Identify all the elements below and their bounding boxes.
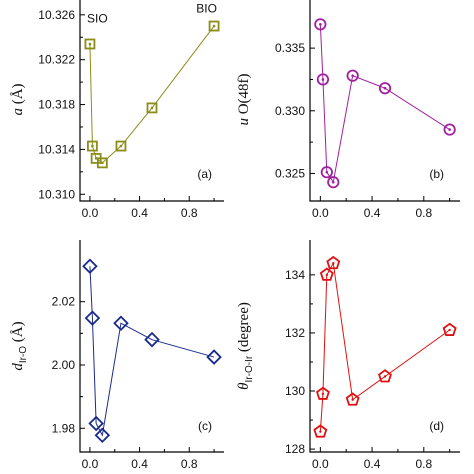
annotation-bio: BIO [196, 2, 217, 16]
data-point [345, 392, 360, 406]
data-point [96, 157, 108, 169]
y-tick-label: 2.02 [52, 295, 76, 309]
data-point [84, 310, 101, 326]
x-tick-label: 0.4 [131, 457, 148, 471]
data-point [346, 69, 359, 82]
y-tick-label: 10.314 [38, 142, 75, 156]
data-point [319, 267, 334, 281]
y-tick-label: 132 [285, 326, 305, 340]
y-axis-title-unit: (degree) [236, 302, 252, 356]
data-point [378, 82, 392, 95]
x-tick-label: 0.8 [181, 206, 198, 220]
x-tick-label: 0.0 [82, 206, 99, 220]
y-tick-label: 1.98 [52, 421, 76, 435]
series-line [319, 261, 450, 432]
axes [309, 240, 460, 453]
y-tick-label: 128 [285, 442, 305, 456]
data-point [316, 73, 330, 86]
series-line [319, 24, 450, 184]
x-tick-label: 0.0 [312, 457, 329, 471]
data-point [326, 255, 341, 270]
y-axis-title: a (Å) [10, 83, 26, 115]
x-tick-label: 0.4 [364, 457, 381, 471]
data-point [442, 322, 457, 336]
axes [79, 240, 224, 453]
y-tick-label: 10.326 [38, 8, 75, 22]
x-tick-label: 0.8 [415, 206, 432, 220]
panel-label: (a) [197, 167, 212, 181]
panel-c: 0.0 0.4 0.8 1.98 2.00 2.02 (c) dIr-O (Å) [10, 240, 224, 471]
x-tick-label: 0.8 [181, 457, 198, 471]
data-point [327, 176, 340, 189]
y-axis-title-unit: (Å) [10, 83, 26, 108]
data-point [320, 166, 333, 179]
panel-b: 0.0 0.4 0.8 0.325 0.330 0.335 (b) u O(48f) [236, 0, 460, 220]
x-tick-label: 0.4 [131, 206, 148, 220]
data-point [115, 140, 127, 152]
y-axis-title-subscript: Ir-O [18, 346, 29, 363]
y-tick-label: 134 [285, 268, 305, 282]
y-tick-label: 10.310 [38, 187, 75, 201]
panel-label: (c) [198, 419, 212, 433]
x-tick-label: 0.0 [82, 457, 99, 471]
data-point [313, 424, 328, 438]
y-axis-title-unit: O(48f) [236, 73, 252, 118]
y-axis-title-symbol: θ [236, 382, 252, 390]
panel-d: 0.0 0.4 0.8 128 130 132 134 (d) θIr-O-Ir (degree… [236, 240, 460, 471]
series-line [89, 25, 215, 164]
panel-a: 0.0 0.4 0.8 10.310 10.314 10.318 10.322 10.326 (… [10, 0, 224, 220]
data-point [208, 20, 220, 32]
y-axis-title-unit: (Å) [10, 321, 26, 346]
x-tick-label: 0.4 [364, 206, 381, 220]
data-point [88, 415, 104, 432]
data-point [84, 38, 96, 50]
data-point [443, 123, 456, 136]
y-tick-label: 0.325 [275, 166, 305, 180]
y-tick-label: 0.330 [275, 104, 305, 118]
y-axis-title: u O(48f) [236, 73, 252, 125]
data-point [144, 331, 160, 348]
panel-label: (d) [429, 419, 444, 433]
y-tick-label: 10.322 [38, 53, 75, 67]
x-tick-label: 0.8 [415, 457, 432, 471]
series-line [89, 266, 215, 437]
y-axis-title: dIr-O (Å) [10, 321, 29, 370]
y-tick-label: 130 [285, 384, 305, 398]
data-point [314, 18, 327, 31]
data-point [87, 140, 98, 152]
data-point [113, 315, 129, 331]
y-axis-title-symbol: a [10, 108, 26, 116]
y-tick-label: 0.335 [275, 41, 305, 55]
y-tick-label: 2.00 [52, 358, 76, 372]
y-axis-title-symbol: u [236, 118, 252, 126]
axes [79, 0, 224, 202]
data-point [94, 427, 111, 444]
data-point [206, 349, 222, 365]
panel-label: (b) [429, 167, 444, 181]
axes [309, 0, 460, 202]
data-point [315, 386, 330, 400]
data-point [146, 102, 158, 114]
x-tick-label: 0.0 [312, 206, 329, 220]
y-axis-title-symbol: d [10, 363, 26, 371]
y-axis-title-subscript: Ir-O-Ir [244, 355, 255, 382]
y-tick-label: 10.318 [38, 98, 75, 112]
annotation-sio: SIO [87, 12, 108, 26]
data-point [378, 369, 392, 383]
y-axis-title: θIr-O-Ir (degree) [236, 302, 255, 390]
data-point [82, 258, 98, 275]
